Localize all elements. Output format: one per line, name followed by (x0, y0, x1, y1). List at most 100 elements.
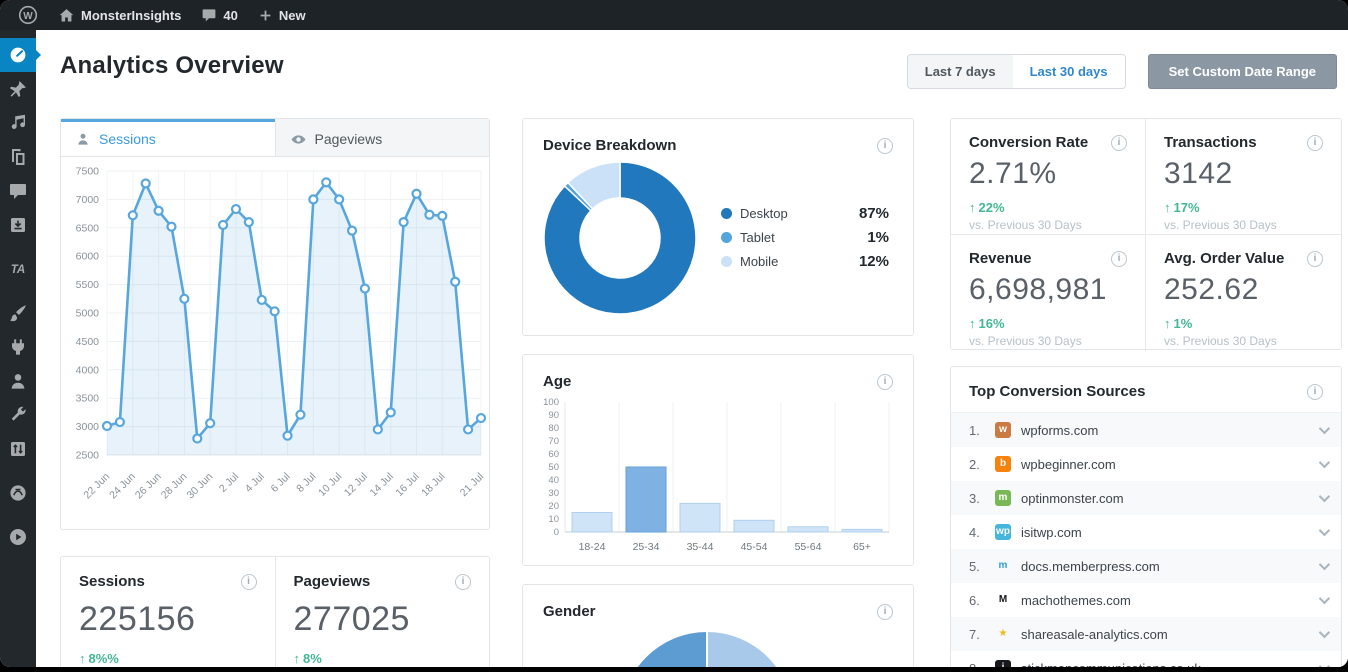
last-30-days-button[interactable]: Last 30 days (1012, 55, 1125, 88)
kpi-label: Avg. Order Value (1164, 250, 1285, 267)
svg-text:18-24: 18-24 (579, 541, 606, 553)
kpi-label: Revenue (969, 250, 1032, 267)
kpi-value: 3142 (1164, 157, 1233, 190)
svg-text:0: 0 (554, 527, 559, 538)
chevron-down-icon[interactable] (1318, 626, 1331, 639)
source-row[interactable]: 5. m docs.memberpress.com (951, 549, 1341, 583)
sidebar-item-plugins[interactable] (0, 330, 36, 364)
chevron-down-icon[interactable] (1318, 422, 1331, 435)
svg-text:21 Jul: 21 Jul (458, 471, 486, 499)
tab-pageviews[interactable]: Pageviews (274, 119, 489, 156)
info-icon[interactable] (1111, 134, 1127, 151)
legend-label: Desktop (740, 205, 788, 221)
source-row[interactable]: 4. wp isitwp.com (951, 515, 1341, 549)
legend-dot (721, 207, 732, 219)
source-row[interactable]: 1. w wpforms.com (951, 413, 1341, 447)
chevron-down-icon[interactable] (1318, 660, 1331, 667)
site-menu[interactable]: MonsterInsights (48, 0, 191, 30)
kpi-value: 252.62 (1164, 273, 1259, 306)
svg-text:45-54: 45-54 (741, 541, 768, 553)
new-label: New (278, 7, 306, 23)
tab-sessions[interactable]: Sessions (61, 119, 275, 156)
gauge-icon (10, 47, 26, 63)
source-domain: isitwp.com (1021, 524, 1082, 540)
info-icon[interactable] (1307, 383, 1323, 400)
site-favicon-icon: w (995, 422, 1011, 438)
site-favicon-icon: ★ (998, 628, 1008, 639)
kpi-compare: vs. Previous 30 Days (969, 218, 1082, 232)
comments-menu[interactable]: 40 (191, 0, 247, 30)
sidebar-item-comments[interactable] (0, 174, 36, 208)
info-icon[interactable] (1307, 250, 1323, 267)
svg-text:18 Jul: 18 Jul (419, 471, 447, 499)
legend-dot (721, 255, 732, 267)
sidebar-item-thirstyaffiliates[interactable]: TA (0, 252, 36, 286)
sidebar-item-posts[interactable] (0, 72, 36, 106)
svg-text:4 Jul: 4 Jul (243, 471, 267, 495)
sidebar-item-downloads[interactable] (0, 208, 36, 242)
sidebar-item-plugin-badge[interactable] (0, 476, 36, 510)
site-favicon-icon: M (998, 594, 1008, 605)
sidebar-item-tools[interactable] (0, 398, 36, 432)
badge-icon (10, 485, 26, 501)
svg-text:2 Jul: 2 Jul (217, 471, 241, 495)
site-favicon-icon: b (995, 456, 1011, 472)
info-icon[interactable] (1307, 134, 1323, 151)
age-bar-chart: 0 10 20 30 40 50 60 70 80 90 100 18-24 25-34 35-44 45-… (543, 397, 890, 553)
chevron-down-icon[interactable] (1318, 592, 1331, 605)
legend-item: Mobile 12% (721, 253, 889, 270)
source-rank: 2. (969, 456, 980, 472)
source-row[interactable]: 8.i stickmancommunications.co.uk (951, 651, 1341, 667)
legend-dot (721, 231, 732, 243)
sidebar-item-dashboard[interactable] (0, 38, 41, 72)
svg-text:26 Jun: 26 Jun (133, 471, 164, 502)
date-range-controls: Last 7 days Last 30 days Set Custom Date… (906, 54, 1337, 89)
sidebar-item-users[interactable] (0, 364, 36, 398)
site-favicon-icon: wp (995, 524, 1011, 540)
chevron-down-icon[interactable] (1318, 456, 1331, 469)
info-icon[interactable] (455, 573, 471, 590)
info-icon[interactable] (877, 603, 893, 620)
svg-text:100: 100 (543, 397, 559, 408)
traffic-panel: Sessions Pageviews 2500 3000 3500 4000 4500 5… (60, 118, 490, 530)
svg-text:3500: 3500 (76, 393, 100, 405)
sidebar-item-media[interactable] (0, 106, 36, 140)
sidebar-item-pages[interactable] (0, 140, 36, 174)
svg-text:55-64: 55-64 (795, 541, 822, 553)
source-row[interactable]: 7. ★ shareasale-analytics.com (951, 617, 1341, 651)
sidebar-item-appearance[interactable] (0, 296, 36, 330)
source-domain: shareasale-analytics.com (1021, 626, 1168, 642)
svg-text:W: W (23, 11, 33, 22)
source-row[interactable]: 2. b wpbeginner.com (951, 447, 1341, 481)
stat-delta: 8% (294, 651, 472, 666)
traffic-tabbar: Sessions Pageviews (61, 119, 489, 157)
sessions-line-chart: 2500 3000 3500 4000 4500 5000 5500 6000 6500 7000… (76, 166, 486, 502)
info-icon[interactable] (877, 137, 893, 154)
chevron-down-icon[interactable] (1318, 558, 1331, 571)
info-icon[interactable] (1111, 250, 1127, 267)
svg-text:35-44: 35-44 (687, 541, 714, 553)
last-7-days-button[interactable]: Last 7 days (907, 55, 1013, 88)
top-conversion-sources-panel: Top Conversion Sources 1. w wpforms.com 2. b… (950, 366, 1342, 667)
svg-text:10 Jul: 10 Jul (316, 471, 344, 499)
sidebar-item-video[interactable] (0, 520, 36, 554)
source-rank: 5. (969, 558, 980, 574)
svg-text:50: 50 (548, 462, 559, 473)
set-custom-date-range-button[interactable]: Set Custom Date Range (1147, 54, 1337, 89)
download-icon (11, 218, 25, 232)
source-row[interactable]: 3. m optinmonster.com (951, 481, 1341, 515)
up-arrow-icon (79, 651, 89, 666)
wordpress-logo-icon[interactable]: W (8, 0, 48, 30)
pages-icon (12, 149, 25, 165)
info-icon[interactable] (877, 373, 893, 390)
sidebar-item-settings[interactable] (0, 432, 36, 466)
info-icon[interactable] (240, 573, 257, 590)
new-menu[interactable]: New (248, 0, 316, 30)
chevron-down-icon[interactable] (1318, 524, 1331, 537)
svg-text:5000: 5000 (76, 308, 100, 320)
source-rank: 4. (969, 524, 980, 540)
chevron-down-icon[interactable] (1318, 490, 1331, 503)
kpi-delta: 16% (969, 316, 1127, 331)
